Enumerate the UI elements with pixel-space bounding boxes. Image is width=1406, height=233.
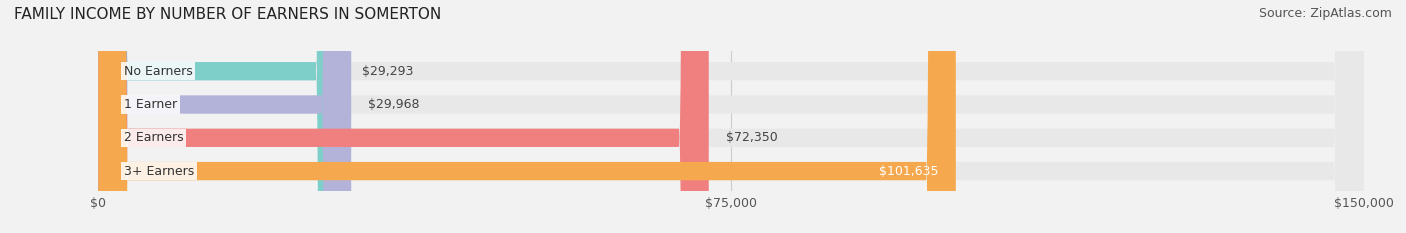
FancyBboxPatch shape [98,0,352,233]
FancyBboxPatch shape [98,0,1364,233]
Text: FAMILY INCOME BY NUMBER OF EARNERS IN SOMERTON: FAMILY INCOME BY NUMBER OF EARNERS IN SO… [14,7,441,22]
FancyBboxPatch shape [98,0,1364,233]
Text: 2 Earners: 2 Earners [124,131,183,144]
FancyBboxPatch shape [98,0,1364,233]
FancyBboxPatch shape [98,0,956,233]
Text: 1 Earner: 1 Earner [124,98,177,111]
Text: $29,968: $29,968 [368,98,419,111]
FancyBboxPatch shape [98,0,346,233]
FancyBboxPatch shape [98,0,709,233]
Text: $101,635: $101,635 [879,164,939,178]
Text: No Earners: No Earners [124,65,193,78]
Text: 3+ Earners: 3+ Earners [124,164,194,178]
Text: $29,293: $29,293 [363,65,413,78]
Text: Source: ZipAtlas.com: Source: ZipAtlas.com [1258,7,1392,20]
FancyBboxPatch shape [98,0,1364,233]
Text: $72,350: $72,350 [725,131,778,144]
